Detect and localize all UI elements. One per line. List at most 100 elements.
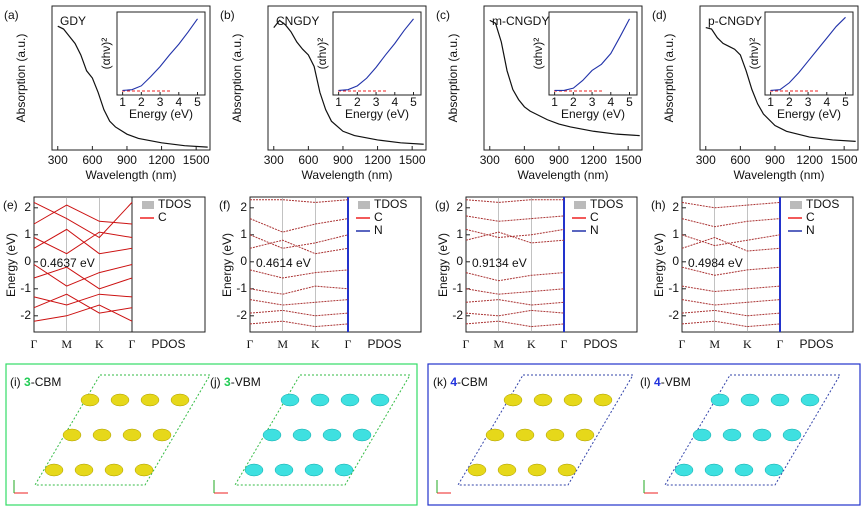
orbital <box>734 463 754 477</box>
y-tick-label: -1 <box>20 281 31 295</box>
band-line <box>681 236 781 252</box>
structure-label: (l) 4-VBM <box>640 375 691 389</box>
panel-label: (i) <box>10 375 21 389</box>
panel-title: p-CNGDY <box>708 14 762 28</box>
y-tick-label: -2 <box>668 308 679 322</box>
y-axis-label: Energy (eV) <box>652 233 666 297</box>
y-tick-label: 1 <box>240 227 247 241</box>
y-tick-label: 2 <box>24 200 31 214</box>
orbital <box>575 428 595 442</box>
band-line <box>465 288 565 295</box>
y-axis-label: Energy (eV) <box>4 233 18 297</box>
inset-frame <box>116 11 206 96</box>
orbital <box>764 463 784 477</box>
x-tick-label: M <box>277 337 288 351</box>
legend-label: TDOS <box>158 197 191 211</box>
legend-label: C <box>374 210 383 224</box>
orbital <box>800 393 820 407</box>
structure-label: (i) 3-CBM <box>10 375 61 389</box>
x-tick-label: 1200 <box>148 153 175 167</box>
band-line <box>681 266 781 276</box>
orbital <box>292 428 312 442</box>
y-tick-label: 1 <box>456 227 463 241</box>
x-tick-label: 300 <box>480 153 500 167</box>
structure-label: (k) 4-CBM <box>433 375 488 389</box>
x-tick-label: 300 <box>696 153 716 167</box>
orbital <box>340 393 360 407</box>
plot-frame <box>465 196 638 333</box>
plot-frame <box>483 5 643 151</box>
x-tick-label: 600 <box>82 153 102 167</box>
inset-x-tick-label: 1 <box>119 95 126 109</box>
legend-label: N <box>590 223 599 237</box>
x-tick-label: 900 <box>765 153 785 167</box>
inset-x-tick-label: 3 <box>805 95 812 109</box>
orbital <box>274 463 294 477</box>
inset-y-label: (αhν)² <box>531 38 545 70</box>
orbital <box>485 428 505 442</box>
band-line <box>681 320 781 328</box>
band-line <box>250 199 349 203</box>
orbital <box>122 428 142 442</box>
structure-state: -VBM <box>231 375 261 389</box>
x-tick-label: Γ <box>345 337 352 351</box>
inset-x-tick-label: 5 <box>410 95 417 109</box>
inset-frame <box>548 11 638 96</box>
gap-label: 0.4637 eV <box>40 256 95 270</box>
y-axis-label: Absorption (a.u.) <box>230 34 244 123</box>
orbital <box>515 428 535 442</box>
band-line <box>33 204 133 225</box>
plot-frame <box>699 5 859 151</box>
cell <box>457 374 634 486</box>
orbital <box>467 463 487 477</box>
y-tick-label: 0 <box>24 254 31 268</box>
x-tick-label: 1200 <box>796 153 823 167</box>
legend-label: C <box>590 210 599 224</box>
legend-label: N <box>806 223 815 237</box>
band-line <box>465 228 565 239</box>
orbital <box>503 393 523 407</box>
absorption-curve <box>489 19 640 137</box>
band-line <box>33 231 133 255</box>
orbital <box>304 463 324 477</box>
inset-y-label: (αhν)² <box>315 38 329 70</box>
structure-number: 3 <box>24 375 31 389</box>
x-axis-label: Wavelength (nm) <box>734 168 825 182</box>
pdos-label: PDOS <box>583 337 617 351</box>
orbital <box>74 463 94 477</box>
orbital <box>352 428 372 442</box>
y-tick-label: 2 <box>456 200 463 214</box>
inset-x-tick-label: 5 <box>194 95 201 109</box>
panel-label: (a) <box>4 8 19 22</box>
x-tick-label: 1500 <box>615 153 642 167</box>
inset-x-tick-label: 2 <box>354 95 361 109</box>
x-tick-label: M <box>709 337 720 351</box>
orbital <box>740 393 760 407</box>
band-line <box>33 266 133 290</box>
x-tick-label: 300 <box>48 153 68 167</box>
x-tick-label: 300 <box>264 153 284 167</box>
orbital <box>563 393 583 407</box>
orbital <box>152 428 172 442</box>
panel-label: (f) <box>219 198 230 212</box>
panel-label: (k) <box>433 375 447 389</box>
inset-x-label: Energy (eV) <box>345 107 409 121</box>
panel-title: CNGDY <box>276 14 319 28</box>
band-line <box>249 285 349 295</box>
structure-label: (j) 3-VBM <box>210 375 261 389</box>
structure-number: 4 <box>654 375 661 389</box>
panel-title: m-CNGDY <box>492 14 549 28</box>
orbital <box>80 393 100 407</box>
orbital <box>782 428 802 442</box>
orbital <box>310 393 330 407</box>
panel-label: (b) <box>220 8 235 22</box>
structure-state: -VBM <box>661 375 691 389</box>
orbital <box>593 393 613 407</box>
inset-curve <box>770 16 846 92</box>
orbital <box>134 463 154 477</box>
x-tick-label: 1500 <box>831 153 858 167</box>
orbital <box>497 463 517 477</box>
y-axis-label: Absorption (a.u.) <box>662 34 676 123</box>
y-tick-label: 1 <box>672 227 679 241</box>
orbital <box>322 428 342 442</box>
